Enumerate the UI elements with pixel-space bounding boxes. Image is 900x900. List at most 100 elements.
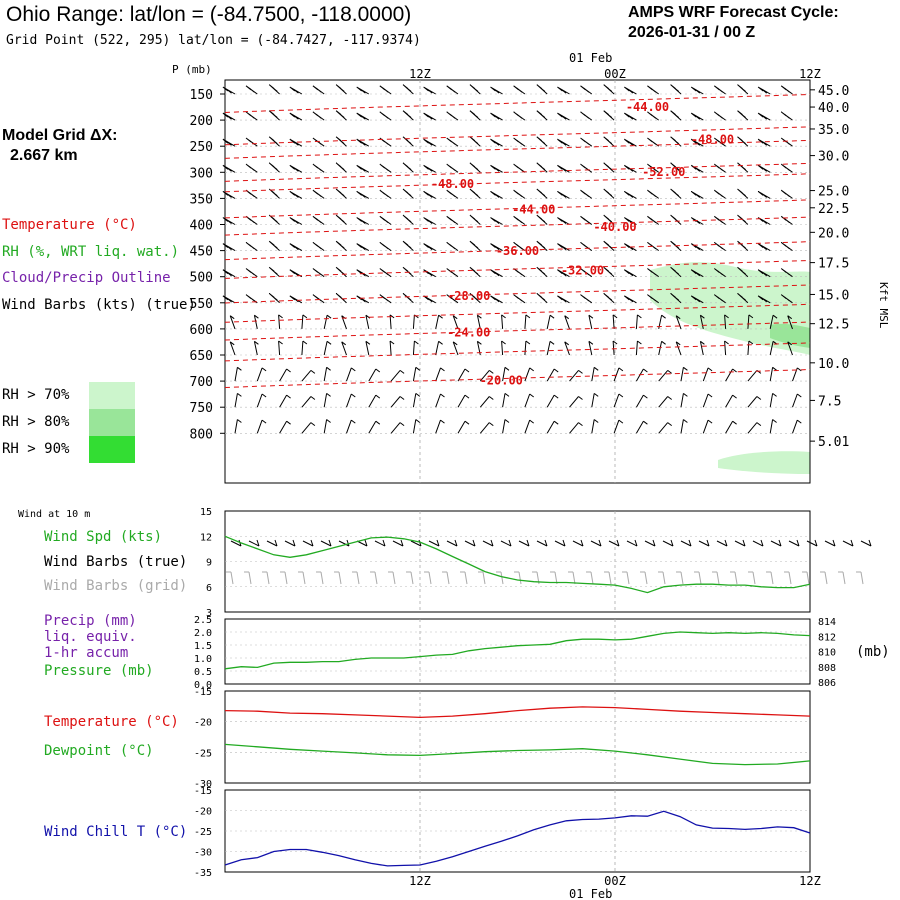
series-3-1 [224, 743, 811, 766]
wind-panel-frame [224, 510, 811, 613]
wind-barb-225 [603, 293, 615, 304]
wind-barb-297 [479, 370, 494, 382]
wind-barb-189 [379, 268, 392, 278]
wind10m-barb-grid-14 [478, 571, 486, 585]
wind-barb-244 [452, 315, 459, 330]
time-tick-top-1: 00Z [604, 67, 626, 81]
wind-barb-192 [446, 268, 459, 278]
wind-barb-282 [724, 340, 729, 356]
height-tick-4: 25.0 [818, 185, 849, 200]
wind-barb-194 [490, 269, 503, 278]
wind10m-barb-true-13 [464, 539, 476, 547]
wind-barb-81 [289, 164, 303, 173]
wind10m-barb-true-34 [842, 539, 854, 547]
forecast-cycle-label: AMPS WRF Forecast Cycle: [628, 4, 839, 21]
wind-barb-146 [580, 215, 593, 225]
wind-barb-312 [234, 393, 242, 408]
wind-barb-142 [490, 217, 503, 225]
windchill-panel-frame [224, 789, 811, 873]
panel2-tick-5: 0.0 [194, 680, 212, 691]
wind10m-barb-true-16 [518, 539, 530, 547]
panel2-tick-2: 1.5 [194, 641, 212, 652]
wind-barb-53 [245, 137, 258, 147]
wind-barb-180 [757, 243, 771, 252]
wind-barb-66 [536, 136, 548, 147]
wind-barb-267 [389, 340, 395, 356]
wind-barb-115 [469, 188, 481, 199]
wind-barb-298 [502, 366, 510, 382]
pressure-tick-200: 200 [190, 114, 213, 129]
wind-barb-249 [564, 315, 570, 330]
wind-barb-236 [278, 314, 283, 329]
wind-barb-182 [222, 269, 236, 278]
legend-rh70: RH > 70% [2, 387, 70, 403]
wind-barb-30 [312, 111, 325, 121]
panel1-tick-1: 12 [200, 532, 212, 543]
wind10m-barb-grid-2 [262, 571, 270, 585]
pressure-tick-150: 150 [190, 88, 213, 103]
wind10m-barb-grid-19 [568, 571, 576, 585]
wind10m-barb-true-26 [698, 539, 710, 547]
wind-barb-255 [699, 314, 705, 330]
wind-barb-265 [341, 341, 347, 356]
wind-barb-23 [737, 84, 749, 95]
date-label-bottom: 01 Feb [569, 887, 612, 900]
wind-barb-210 [268, 293, 280, 304]
wind-barb-167 [469, 240, 481, 251]
wind-barb-214 [356, 295, 370, 304]
wind-barb-220 [490, 295, 503, 304]
wind-barb-263 [301, 340, 308, 356]
wind10m-barb-true-5 [320, 539, 332, 547]
wind-barb-352 [546, 420, 559, 434]
wind-barb-123 [647, 189, 659, 199]
wind-barb-87 [423, 164, 436, 173]
wind-barb-120 [580, 189, 593, 199]
label-pressure: Pressure (mb) [44, 663, 154, 679]
wind-barb-228 [670, 293, 682, 304]
wind-barb-238 [323, 314, 332, 330]
wind-barb-8 [402, 84, 414, 95]
wind10m-barb-true-21 [608, 539, 620, 547]
wind10m-barb-true-15 [500, 539, 512, 547]
wind-barb-291 [346, 367, 356, 382]
wind-barb-57 [335, 136, 347, 147]
wind-barb-309 [747, 370, 762, 382]
wind-barb-168 [490, 243, 503, 252]
wind-barb-118 [536, 188, 548, 199]
right-axis-title: Kft MSL [877, 282, 890, 329]
wind-barb-102 [757, 164, 771, 173]
wind10m-barb-true-32 [806, 539, 818, 547]
wind-barb-270 [452, 341, 459, 356]
wind-barb-217 [423, 295, 436, 304]
wind-barb-272 [501, 340, 506, 356]
rh90-swatch [89, 436, 135, 463]
wind-barb-254 [675, 315, 682, 330]
contour-label-7: -32.00 [561, 263, 604, 277]
wind-barb-293 [390, 370, 405, 382]
wind-barb-361 [747, 422, 762, 434]
label-precip-liq: liq. equiv. [44, 629, 137, 645]
height-tick-7: 17.5 [818, 257, 849, 272]
wind-barb-341 [301, 422, 316, 434]
time-tick-top-2: 12Z [799, 67, 821, 81]
wind10m-barb-true-1 [248, 539, 260, 547]
wind-barb-52 [222, 138, 236, 147]
wind-barb-307 [702, 367, 713, 382]
label-precip-mm: Precip (mm) [44, 613, 137, 629]
pressure-tick-750: 750 [190, 401, 213, 416]
wind-barb-2 [268, 84, 280, 95]
wind10m-barb-true-22 [626, 539, 638, 547]
temperature-contour-8 [224, 259, 811, 279]
wind-barb-347 [435, 419, 445, 434]
temperature-contour-4 [224, 173, 811, 193]
wind-barb-175 [647, 241, 659, 252]
panel3-tick-2: -25 [194, 748, 212, 759]
page-title: Ohio Range: lat/lon = (-84.7500, -118.00… [6, 3, 412, 26]
legend-rh90: RH > 90% [2, 441, 70, 457]
wind10m-barb-true-29 [752, 539, 764, 547]
wind-barb-56 [312, 137, 325, 147]
wind10m-barb-true-24 [662, 539, 674, 547]
wind-barb-32 [356, 112, 370, 121]
wind-barb-170 [536, 240, 548, 251]
wind-barb-149 [647, 215, 659, 225]
